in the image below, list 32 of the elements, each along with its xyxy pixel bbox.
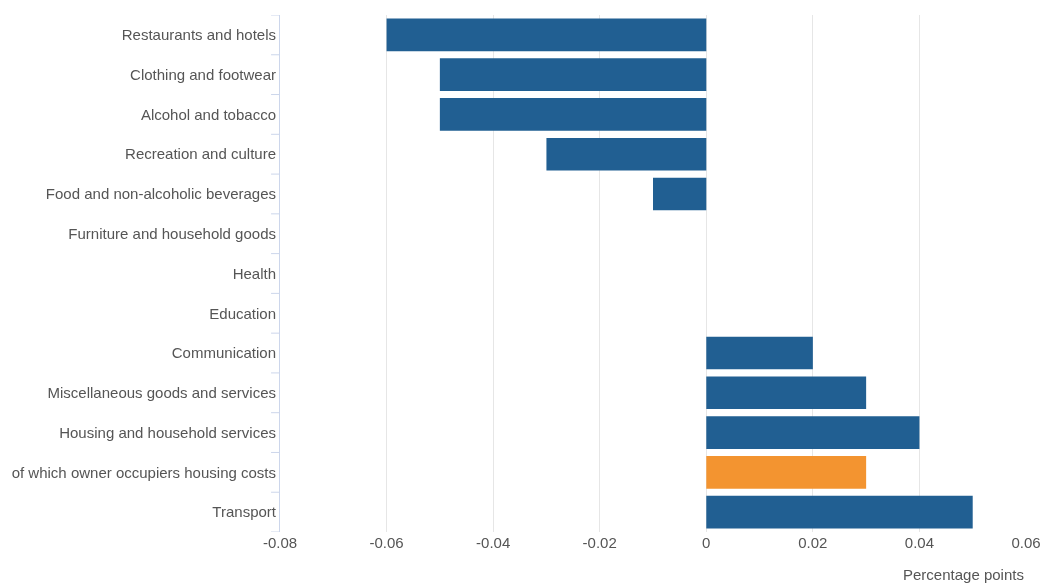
y-tick-label: Alcohol and tobacco [140, 105, 276, 123]
y-tick-label: Health [232, 264, 276, 282]
y-tick-label: Transport [212, 503, 277, 521]
bar [706, 456, 867, 489]
y-tick-label: Furniture and household goods [68, 224, 276, 242]
x-tick-label: 0.06 [1011, 534, 1041, 551]
y-tick-label: of which owner occupiers housing costs [11, 463, 276, 481]
x-tick-label: -0.08 [262, 534, 298, 551]
bar [706, 416, 920, 449]
y-tick-label: Housing and household services [59, 423, 276, 441]
y-tick-label: Miscellaneous goods and services [47, 384, 276, 402]
bar [386, 18, 707, 52]
y-tick-label: Clothing and footwear [130, 65, 276, 83]
x-tick-label: 0 [702, 534, 711, 551]
bar [546, 137, 707, 171]
x-tick-label: -0.04 [476, 534, 511, 551]
bar [653, 177, 707, 211]
bar [439, 98, 707, 131]
x-tick-label: -0.02 [582, 534, 617, 551]
bar [706, 376, 867, 410]
y-tick-label: Food and non-alcoholic beverages [45, 185, 276, 203]
x-tick-label: -0.06 [369, 534, 404, 551]
x-tick-label: 0.02 [798, 534, 828, 551]
y-tick-label: Education [209, 304, 276, 322]
x-tick-label: 0.04 [904, 534, 935, 551]
y-tick-label: Restaurants and hotels [121, 26, 276, 44]
bar [439, 58, 707, 91]
bar [706, 495, 973, 529]
y-tick-label: Recreation and culture [125, 145, 276, 163]
x-axis-title: Percentage points [903, 566, 1024, 583]
y-tick-label: Communication [171, 344, 276, 362]
bar [706, 336, 813, 370]
